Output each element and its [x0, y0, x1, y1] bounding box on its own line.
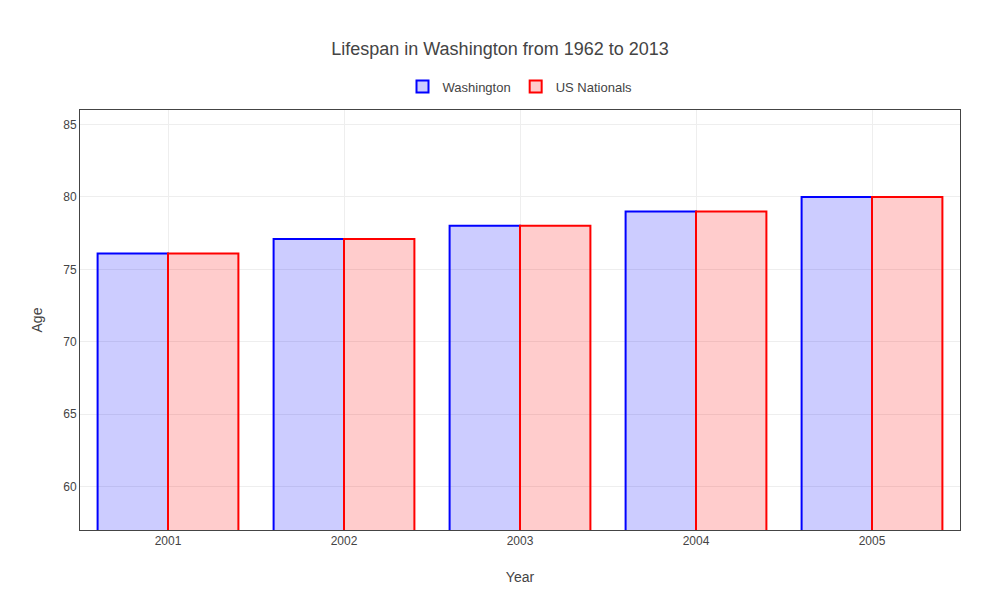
svg-text:US Nationals: US Nationals — [556, 80, 632, 95]
svg-text:2004: 2004 — [683, 534, 710, 548]
svg-text:Lifespan in Washington from 19: Lifespan in Washington from 1962 to 2013 — [331, 39, 669, 59]
svg-text:80: 80 — [63, 190, 77, 204]
svg-text:2001: 2001 — [155, 534, 182, 548]
svg-text:85: 85 — [63, 118, 77, 132]
svg-text:2003: 2003 — [507, 534, 534, 548]
svg-text:2005: 2005 — [859, 534, 886, 548]
svg-text:Year: Year — [506, 569, 535, 585]
svg-text:60: 60 — [63, 480, 77, 494]
svg-text:2002: 2002 — [331, 534, 358, 548]
svg-text:70: 70 — [63, 335, 77, 349]
svg-text:Washington: Washington — [443, 80, 511, 95]
svg-text:75: 75 — [63, 263, 77, 277]
svg-text:65: 65 — [63, 407, 77, 421]
svg-text:Age: Age — [29, 307, 45, 332]
